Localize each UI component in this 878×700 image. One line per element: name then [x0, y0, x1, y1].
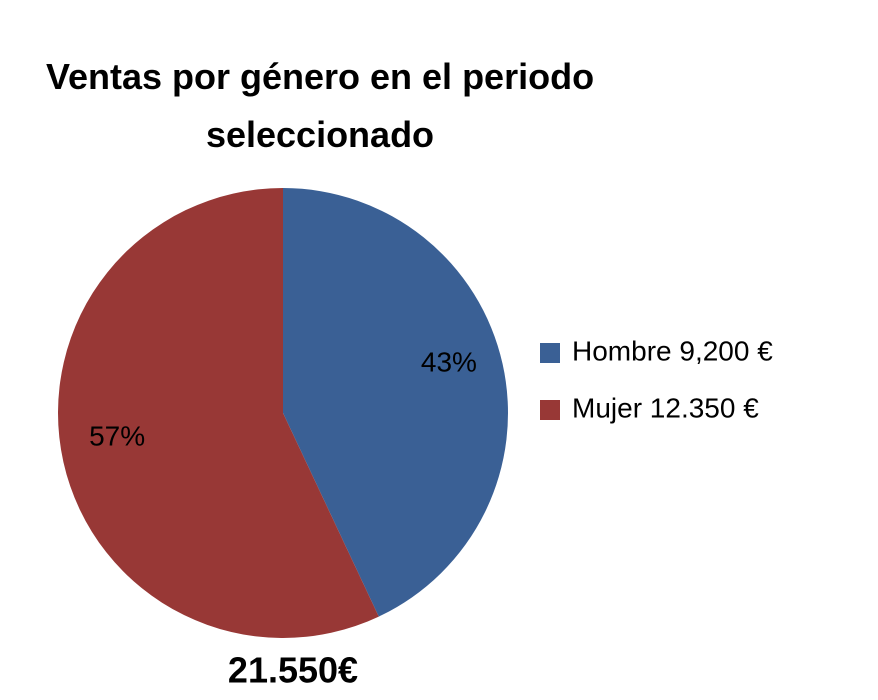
pie-slice [283, 188, 508, 617]
data-label: 43% [421, 346, 477, 377]
pie-slice [58, 188, 379, 638]
legend-label: Mujer 12.350 € [572, 392, 759, 423]
total-label: 21.550€ [228, 650, 358, 691]
legend-label: Hombre 9,200 € [572, 335, 773, 366]
legend-swatch [540, 343, 560, 363]
legend-swatch [540, 400, 560, 420]
chart-title: Ventas por género en el periodo seleccio… [45, 56, 595, 155]
data-label: 57% [89, 420, 145, 451]
